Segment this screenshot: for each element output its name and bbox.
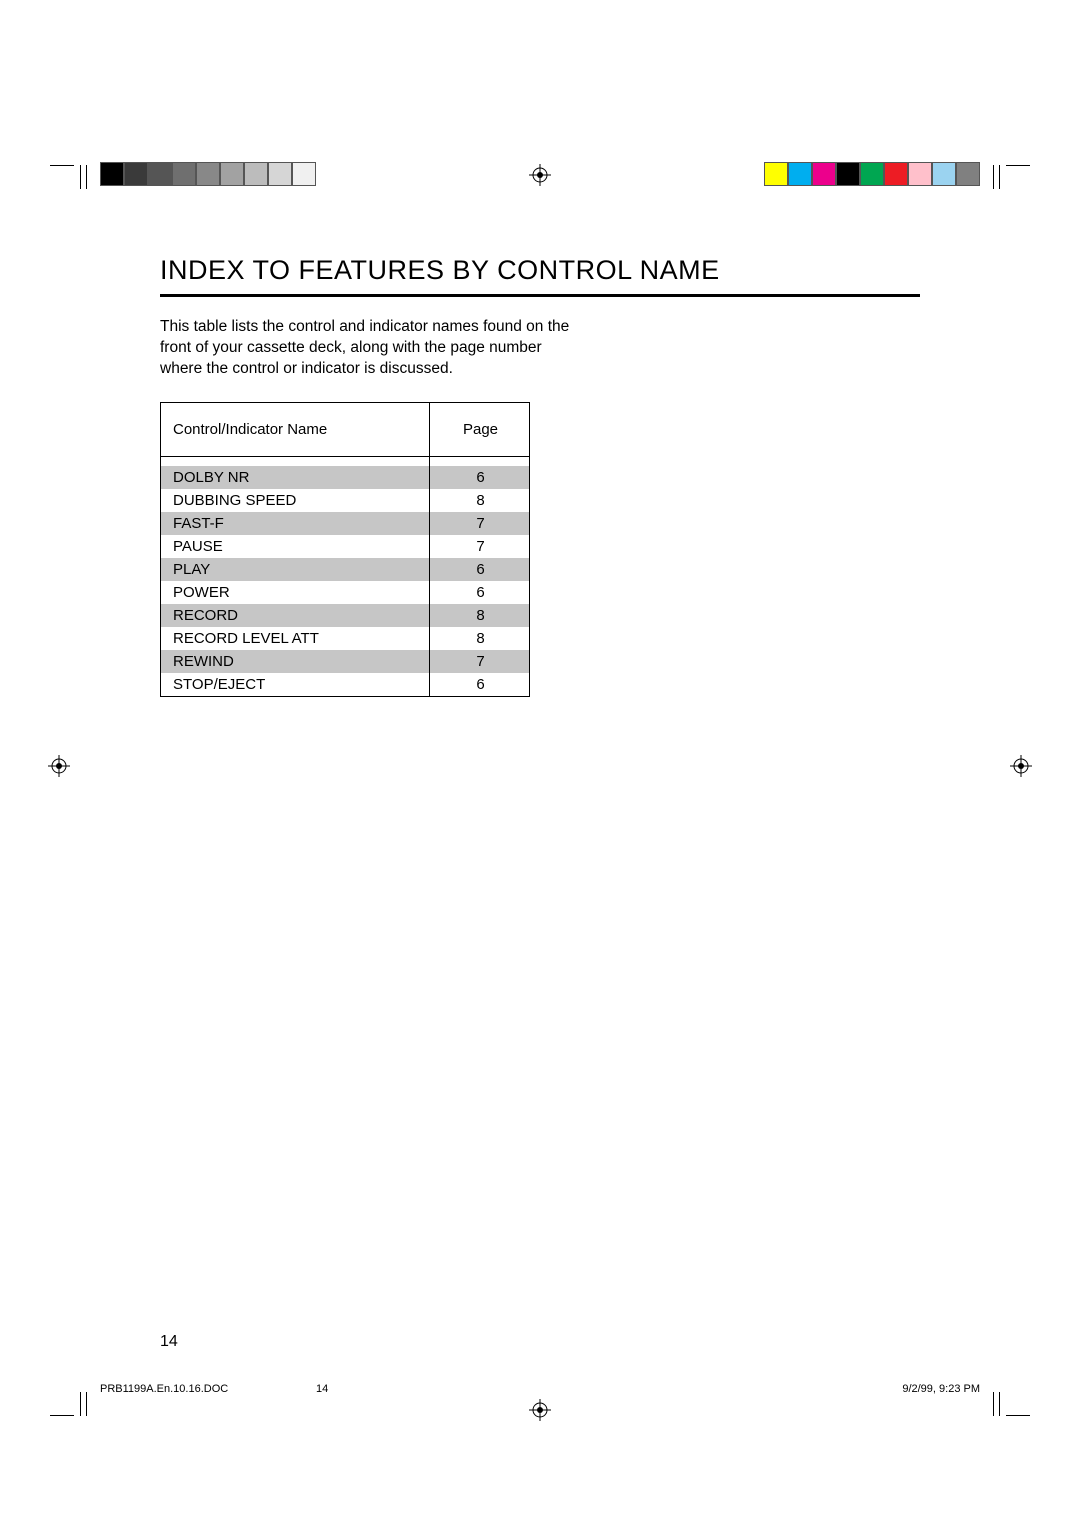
swatch bbox=[124, 162, 148, 186]
registration-mark-top bbox=[529, 164, 551, 186]
cell-control-name: DOLBY NR bbox=[161, 466, 430, 489]
table-row: DUBBING SPEED8 bbox=[161, 489, 530, 512]
cell-control-name: PLAY bbox=[161, 558, 430, 581]
cell-page: 7 bbox=[430, 512, 530, 535]
cell-control-name: REWIND bbox=[161, 650, 430, 673]
cell-page: 6 bbox=[430, 466, 530, 489]
swatch bbox=[884, 162, 908, 186]
cell-control-name: RECORD LEVEL ATT bbox=[161, 627, 430, 650]
swatch bbox=[244, 162, 268, 186]
cell-page: 8 bbox=[430, 627, 530, 650]
registration-mark-right bbox=[1010, 755, 1032, 777]
table-row: PLAY6 bbox=[161, 558, 530, 581]
swatch bbox=[196, 162, 220, 186]
slug-stamp: 9/2/99, 9:23 PM bbox=[902, 1383, 980, 1395]
table-row: RECORD LEVEL ATT8 bbox=[161, 627, 530, 650]
page-number: 14 bbox=[160, 1333, 178, 1351]
swatch bbox=[764, 162, 788, 186]
registration-mark-bottom bbox=[529, 1399, 551, 1421]
cell-page: 7 bbox=[430, 650, 530, 673]
swatch bbox=[148, 162, 172, 186]
cell-control-name: PAUSE bbox=[161, 535, 430, 558]
cell-page: 7 bbox=[430, 535, 530, 558]
registration-mark-left bbox=[48, 755, 70, 777]
index-table: Control/Indicator Name Page DOLBY NR6DUB… bbox=[160, 402, 530, 698]
swatch bbox=[268, 162, 292, 186]
process-colorbar bbox=[764, 162, 980, 186]
swatch bbox=[932, 162, 956, 186]
cell-page: 6 bbox=[430, 558, 530, 581]
cell-page: 8 bbox=[430, 604, 530, 627]
table-row: STOP/EJECT6 bbox=[161, 673, 530, 697]
page-content: INDEX TO FEATURES BY CONTROL NAME This t… bbox=[160, 255, 920, 1321]
cell-control-name: POWER bbox=[161, 581, 430, 604]
swatch bbox=[292, 162, 316, 186]
header-control-name: Control/Indicator Name bbox=[161, 402, 430, 456]
swatch bbox=[812, 162, 836, 186]
slug-line: PRB1199A.En.10.16.DOC 14 9/2/99, 9:23 PM bbox=[100, 1383, 980, 1395]
header-page: Page bbox=[430, 402, 530, 456]
table-row: RECORD8 bbox=[161, 604, 530, 627]
table-row: DOLBY NR6 bbox=[161, 466, 530, 489]
swatch bbox=[908, 162, 932, 186]
table-row: REWIND7 bbox=[161, 650, 530, 673]
swatch bbox=[836, 162, 860, 186]
grayscale-colorbar bbox=[100, 162, 316, 186]
intro-paragraph: This table lists the control and indicat… bbox=[160, 317, 580, 380]
cell-page: 6 bbox=[430, 581, 530, 604]
title-rule bbox=[160, 294, 920, 297]
cell-page: 8 bbox=[430, 489, 530, 512]
swatch bbox=[860, 162, 884, 186]
swatch bbox=[956, 162, 980, 186]
page-title: INDEX TO FEATURES BY CONTROL NAME bbox=[160, 255, 920, 286]
cell-control-name: FAST-F bbox=[161, 512, 430, 535]
cell-control-name: DUBBING SPEED bbox=[161, 489, 430, 512]
table-header-row: Control/Indicator Name Page bbox=[161, 402, 530, 456]
slug-doc: PRB1199A.En.10.16.DOC bbox=[100, 1383, 228, 1395]
swatch bbox=[172, 162, 196, 186]
table-row: FAST-F7 bbox=[161, 512, 530, 535]
swatch bbox=[788, 162, 812, 186]
cell-control-name: STOP/EJECT bbox=[161, 673, 430, 697]
cell-page: 6 bbox=[430, 673, 530, 697]
swatch bbox=[220, 162, 244, 186]
swatch bbox=[100, 162, 124, 186]
table-row: POWER6 bbox=[161, 581, 530, 604]
spacer-row bbox=[161, 456, 530, 466]
slug-page: 14 bbox=[316, 1383, 328, 1395]
cell-control-name: RECORD bbox=[161, 604, 430, 627]
table-row: PAUSE7 bbox=[161, 535, 530, 558]
